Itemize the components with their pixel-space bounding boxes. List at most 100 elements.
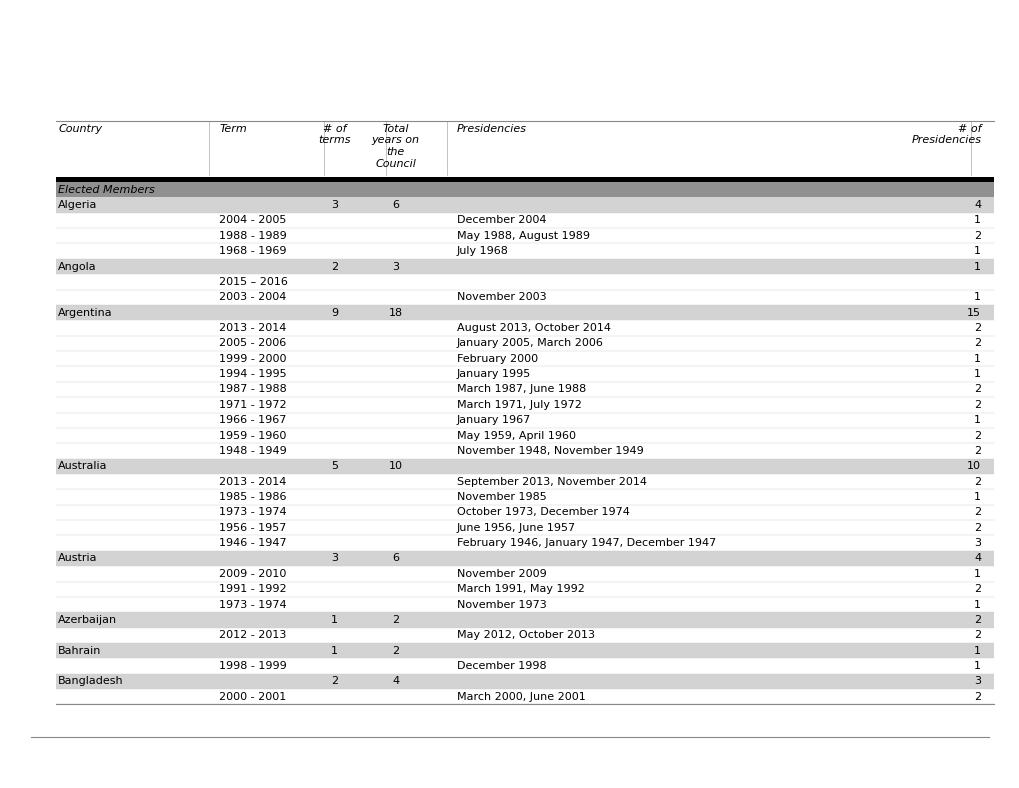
Text: 1987 - 1988: 1987 - 1988 (219, 385, 286, 395)
Text: 4: 4 (973, 200, 980, 210)
Text: Angola: Angola (58, 262, 97, 272)
Text: 3: 3 (973, 538, 980, 548)
Text: 1988 - 1989: 1988 - 1989 (219, 231, 286, 241)
Bar (56, 520, 994, 535)
Text: 1: 1 (973, 369, 980, 379)
Text: 1994 - 1995: 1994 - 1995 (219, 369, 286, 379)
Text: 2: 2 (973, 522, 980, 533)
Text: 4: 4 (973, 553, 980, 563)
Text: 10: 10 (966, 461, 980, 471)
Bar (56, 243, 994, 258)
Text: 2: 2 (331, 676, 337, 686)
Text: 3: 3 (973, 676, 980, 686)
Text: 1946 - 1947: 1946 - 1947 (219, 538, 286, 548)
Text: 3: 3 (392, 262, 398, 272)
Text: January 1995: January 1995 (457, 369, 531, 379)
Text: 1999 - 2000: 1999 - 2000 (219, 354, 286, 364)
Text: February 2000: February 2000 (457, 354, 538, 364)
Text: November 1985: November 1985 (457, 492, 546, 502)
Text: 2005 - 2006: 2005 - 2006 (219, 338, 286, 348)
Text: 1985 - 1986: 1985 - 1986 (219, 492, 286, 502)
Text: 1973 - 1974: 1973 - 1974 (219, 600, 286, 610)
Text: 3: 3 (331, 553, 337, 563)
Text: 2012 - 2013: 2012 - 2013 (219, 630, 286, 641)
Bar (56, 305, 994, 320)
Text: Australia: Australia (58, 461, 108, 471)
Text: May 2012, October 2013: May 2012, October 2013 (457, 630, 594, 641)
Text: 1: 1 (973, 415, 980, 426)
Bar (56, 397, 994, 412)
Bar (56, 643, 994, 658)
Text: 1: 1 (973, 645, 980, 656)
Text: 2: 2 (973, 477, 980, 487)
Text: 1: 1 (973, 492, 980, 502)
Text: 2009 - 2010: 2009 - 2010 (219, 569, 286, 579)
Text: 1: 1 (331, 615, 337, 625)
Text: 1991 - 1992: 1991 - 1992 (219, 584, 286, 594)
Text: Total
years on
the
Council: Total years on the Council (371, 124, 420, 169)
Text: 2013 - 2014: 2013 - 2014 (219, 477, 286, 487)
Bar (56, 459, 994, 474)
Text: November 2003: November 2003 (457, 292, 546, 303)
Bar (56, 336, 994, 351)
Bar (56, 381, 994, 397)
Bar (56, 551, 994, 566)
Bar (56, 535, 994, 551)
Text: December 2004: December 2004 (457, 215, 546, 225)
Bar (56, 412, 994, 428)
Text: 4: 4 (392, 676, 398, 686)
Text: Bahrain: Bahrain (58, 645, 102, 656)
Text: Country: Country (58, 124, 102, 134)
Text: 1968 - 1969: 1968 - 1969 (219, 246, 286, 256)
Bar (56, 658, 994, 674)
Text: 5: 5 (331, 461, 337, 471)
Text: March 1987, June 1988: March 1987, June 1988 (457, 385, 586, 395)
Text: February 1946, January 1947, December 1947: February 1946, January 1947, December 19… (457, 538, 715, 548)
Text: # of
terms: # of terms (318, 124, 351, 145)
Text: 1: 1 (973, 292, 980, 303)
Bar (56, 597, 994, 612)
Text: 2003 - 2004: 2003 - 2004 (219, 292, 286, 303)
Text: 2: 2 (973, 338, 980, 348)
Bar (56, 674, 994, 689)
Text: 2: 2 (973, 630, 980, 641)
Text: 2: 2 (973, 584, 980, 594)
Text: March 2000, June 2001: March 2000, June 2001 (457, 692, 585, 702)
Text: 1956 - 1957: 1956 - 1957 (219, 522, 286, 533)
Text: 3: 3 (331, 200, 337, 210)
Text: 1948 - 1949: 1948 - 1949 (219, 446, 286, 456)
Bar (56, 489, 994, 504)
Text: August 2013, October 2014: August 2013, October 2014 (457, 323, 610, 333)
Text: 9: 9 (331, 307, 337, 318)
Text: 2: 2 (973, 231, 980, 241)
Text: 2: 2 (973, 400, 980, 410)
Text: 2: 2 (392, 645, 398, 656)
Bar (56, 182, 994, 198)
Bar (56, 274, 994, 289)
Text: 2: 2 (973, 323, 980, 333)
Bar (56, 612, 994, 627)
Text: Term: Term (219, 124, 247, 134)
Text: 6: 6 (392, 553, 398, 563)
Text: 6: 6 (392, 200, 398, 210)
Text: 1966 - 1967: 1966 - 1967 (219, 415, 286, 426)
Text: Austria: Austria (58, 553, 98, 563)
Text: March 1991, May 1992: March 1991, May 1992 (457, 584, 584, 594)
Text: Elected Members: Elected Members (58, 184, 155, 195)
Text: 2: 2 (331, 262, 337, 272)
Bar (56, 289, 994, 305)
Text: 1: 1 (973, 600, 980, 610)
Text: November 1948, November 1949: November 1948, November 1949 (457, 446, 643, 456)
Bar (56, 177, 994, 182)
Text: # of
Presidencies: # of Presidencies (910, 124, 980, 145)
Bar (56, 627, 994, 643)
Text: 2: 2 (392, 615, 398, 625)
Text: Azerbaijan: Azerbaijan (58, 615, 117, 625)
Bar (56, 689, 994, 704)
Text: 2: 2 (973, 430, 980, 440)
Text: July 1968: July 1968 (457, 246, 508, 256)
Text: 1: 1 (973, 569, 980, 579)
Text: October 1973, December 1974: October 1973, December 1974 (457, 507, 629, 518)
Text: 18: 18 (388, 307, 403, 318)
Text: 2: 2 (973, 507, 980, 518)
